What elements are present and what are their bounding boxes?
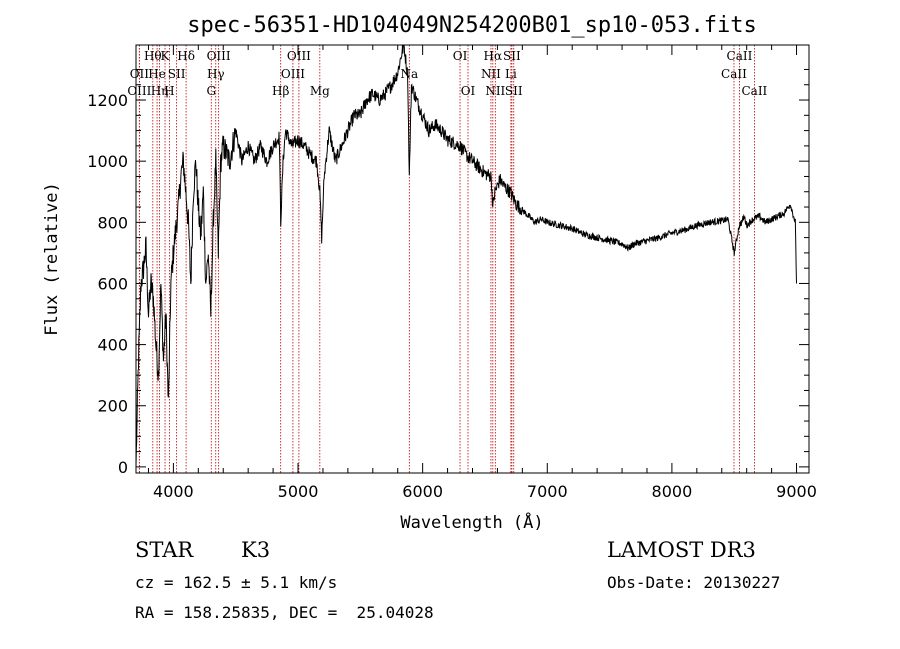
line-marker-label-15: Mg — [310, 84, 330, 98]
line-marker-label-0: OII — [130, 67, 150, 81]
y-tick-label-400: 400 — [97, 336, 128, 355]
y-tick-label-200: 200 — [97, 397, 128, 416]
line-marker-label-8: Hδ — [177, 49, 195, 63]
y-tick-label-1000: 1000 — [87, 152, 128, 171]
line-marker-label-19: NII — [481, 67, 501, 81]
line-marker-label-14: OIII — [287, 49, 311, 63]
x-tick-label-7000: 7000 — [527, 482, 568, 501]
plot-frame — [135, 44, 810, 474]
sky-coordinates: RA = 158.25835, DEC = 25.04028 — [135, 603, 434, 622]
line-marker-label-27: CaII — [741, 84, 767, 98]
x-tick-label-6000: 6000 — [402, 482, 443, 501]
redshift-velocity: cz = 162.5 ± 5.1 km/s — [135, 573, 338, 592]
line-marker-label-6: H — [164, 84, 174, 98]
line-marker-label-18: OI — [461, 84, 476, 98]
line-marker-label-11: OIII — [207, 49, 231, 63]
x-tick-label-5000: 5000 — [278, 482, 319, 501]
x-axis-label: Wavelength (Å) — [400, 511, 543, 533]
object-subclass: K3 — [241, 538, 271, 562]
spectrum-line — [135, 44, 797, 467]
line-marker-label-13: OIII — [281, 67, 305, 81]
emission-line-markers — [138, 45, 755, 473]
spectrum-chart: spec-56351-HD104049N254200B01_sp10-053.f… — [42, 13, 817, 533]
line-marker-label-24: SII — [505, 84, 523, 98]
line-marker-label-22: Li — [505, 67, 517, 81]
y-axis-label: Flux (relative) — [42, 182, 62, 336]
y-tick-label-600: 600 — [97, 274, 128, 293]
x-axis-ticks: 4000 5000 6000 7000 8000 9000 — [147, 45, 817, 501]
survey-name: LAMOST DR3 — [607, 538, 756, 562]
line-marker-label-17: OI — [453, 49, 468, 63]
line-marker-label-26: CaII — [727, 49, 753, 63]
object-class: STAR — [135, 538, 194, 562]
line-marker-label-9: G — [206, 84, 216, 98]
y-axis-ticks: 0 200 400 600 800 1000 1200 — [87, 68, 809, 477]
line-marker-label-2: Hθ — [144, 49, 162, 63]
y-tick-label-1200: 1200 — [87, 91, 128, 110]
line-marker-label-25: CaII — [721, 67, 747, 81]
emission-line-labels: OII OIII Hθ He Hη K H SII Hδ G Hγ OIII Hβ OIII OIII Mg N… — [127, 49, 767, 98]
line-marker-label-4: Hη — [151, 84, 169, 98]
line-marker-label-1: OIII — [127, 84, 151, 98]
line-marker-label-16: Na — [400, 67, 418, 81]
line-marker-label-3: He — [148, 67, 166, 81]
line-marker-label-20: Hα — [484, 49, 503, 63]
line-marker-label-23: SII — [503, 49, 521, 63]
x-tick-label-9000: 9000 — [776, 482, 817, 501]
y-tick-label-0: 0 — [118, 458, 128, 477]
line-marker-label-12: Hβ — [272, 84, 289, 98]
y-tick-label-800: 800 — [97, 213, 128, 232]
line-marker-label-21: NII — [485, 84, 505, 98]
observation-date: Obs-Date: 20130227 — [607, 573, 781, 592]
chart-title: spec-56351-HD104049N254200B01_sp10-053.f… — [187, 13, 757, 38]
line-marker-label-10: Hγ — [207, 67, 225, 81]
x-tick-label-8000: 8000 — [652, 482, 693, 501]
x-tick-label-4000: 4000 — [153, 482, 194, 501]
line-marker-label-7: SII — [168, 67, 186, 81]
line-marker-label-5: K — [161, 49, 171, 63]
